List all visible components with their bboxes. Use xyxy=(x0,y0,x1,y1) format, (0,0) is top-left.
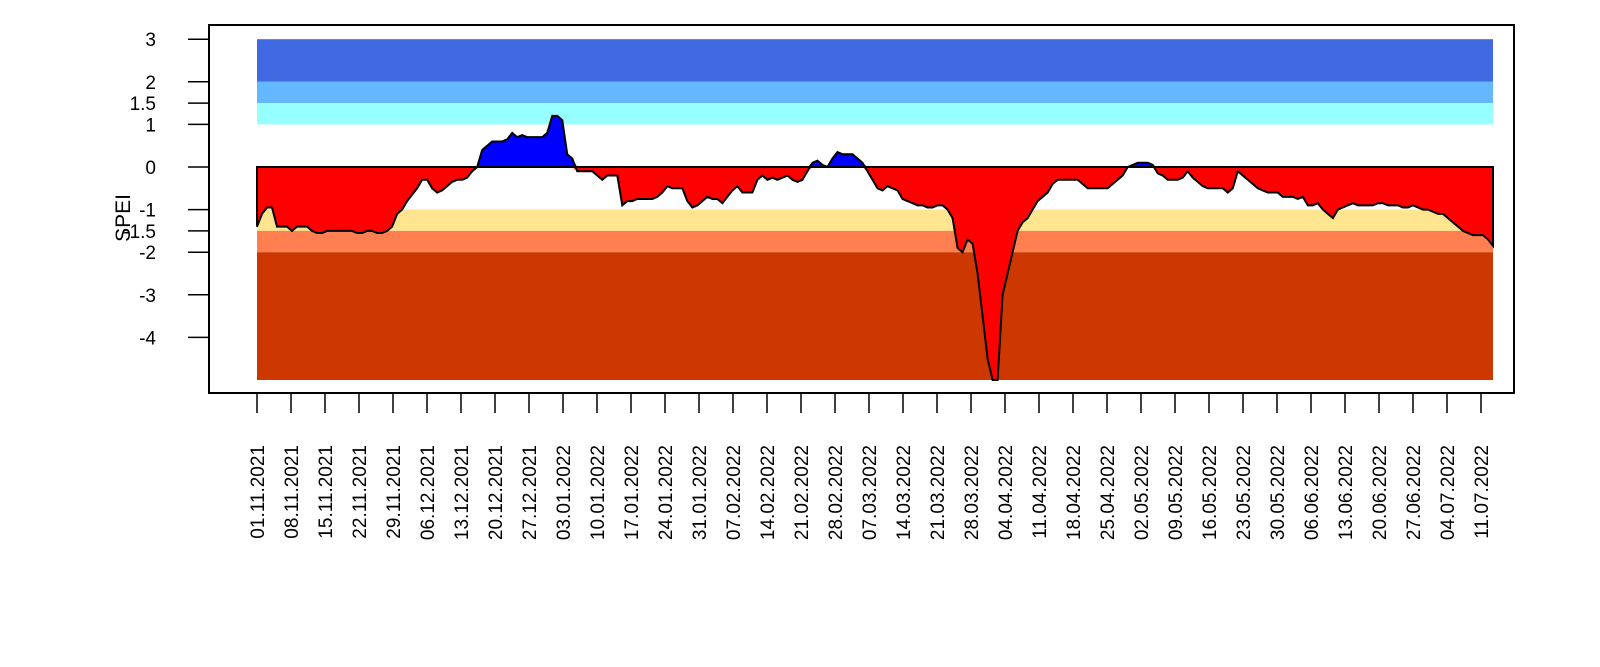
x-tick-label: 17.01.2022 xyxy=(622,445,643,540)
x-tick-label: 09.05.2022 xyxy=(1166,445,1187,540)
x-tick-label: 30.05.2022 xyxy=(1268,445,1289,540)
x-tick-label: 07.02.2022 xyxy=(724,445,745,540)
y-tick-label: -1.5 xyxy=(123,222,156,243)
x-tick-label: 07.03.2022 xyxy=(860,445,881,540)
y-tick-label: 1.5 xyxy=(130,94,156,115)
classification-bands xyxy=(257,39,1493,380)
x-tick-label: 28.03.2022 xyxy=(962,445,983,540)
y-tick-label: -3 xyxy=(139,286,156,307)
spei-area xyxy=(256,114,1494,381)
y-tick-label: 1 xyxy=(145,115,156,136)
x-tick-label: 10.01.2022 xyxy=(588,445,609,540)
spei-line xyxy=(256,114,1494,381)
x-tick-label: 13.12.2021 xyxy=(452,445,473,540)
x-tick-label: 01.11.2021 xyxy=(248,445,269,539)
y-tick-label: 3 xyxy=(145,30,156,51)
y-tick-label: 0 xyxy=(145,158,156,179)
band-5 xyxy=(257,252,1493,380)
x-tick-label: 31.01.2022 xyxy=(690,445,711,540)
plot-frame xyxy=(208,24,1515,394)
x-tick-label: 11.04.2022 xyxy=(1030,445,1051,539)
x-tick-label: 20.12.2021 xyxy=(486,445,507,540)
x-tick-label: 24.01.2022 xyxy=(656,445,677,540)
x-tick-label: 22.11.2021 xyxy=(350,445,371,539)
x-tick-label: 18.04.2022 xyxy=(1064,445,1085,540)
x-tick-label: 15.11.2021 xyxy=(316,445,337,539)
x-axis: 01.11.2021 08.11.2021 15.11.2021 22.11.2021… xyxy=(248,392,1493,540)
x-tick-label: 08.11.2021 xyxy=(282,445,303,539)
x-tick-label: 06.12.2021 xyxy=(418,445,439,540)
x-tick-label: 21.02.2022 xyxy=(792,445,813,540)
x-tick-label: 11.07.2022 xyxy=(1472,445,1493,539)
x-tick-label: 14.02.2022 xyxy=(758,445,779,540)
x-tick-label: 02.05.2022 xyxy=(1132,445,1153,540)
positive-area xyxy=(257,115,1493,167)
x-tick-label: 16.05.2022 xyxy=(1200,445,1221,540)
y-axis-title: SPEI xyxy=(112,194,135,242)
band-1 xyxy=(257,81,1493,104)
x-tick-label: 29.11.2021 xyxy=(384,445,405,539)
band-3 xyxy=(257,209,1493,231)
x-tick-label: 28.02.2022 xyxy=(826,445,847,540)
y-tick-label: -1 xyxy=(139,201,156,222)
x-tick-label: 21.03.2022 xyxy=(928,445,949,540)
y-tick-label: -2 xyxy=(139,243,156,264)
x-tick-label: 23.05.2022 xyxy=(1234,445,1255,540)
x-tick-label: 04.04.2022 xyxy=(996,445,1017,540)
y-tick-label: -4 xyxy=(139,328,156,349)
x-tick-label: 27.12.2021 xyxy=(520,445,541,540)
band-0 xyxy=(257,39,1493,82)
band-2 xyxy=(257,103,1493,125)
x-tick-label: 20.06.2022 xyxy=(1370,445,1391,540)
y-tick-label: 2 xyxy=(145,73,156,94)
x-tick-label: 25.04.2022 xyxy=(1098,445,1119,540)
x-tick-label: 04.07.2022 xyxy=(1438,445,1459,540)
x-tick-label: 13.06.2022 xyxy=(1336,445,1357,540)
x-tick-label: 14.03.2022 xyxy=(894,445,915,540)
x-tick-label: 03.01.2022 xyxy=(554,445,575,540)
x-tick-label: 27.06.2022 xyxy=(1404,445,1425,540)
x-tick-label: 06.06.2022 xyxy=(1302,445,1323,540)
y-axis: 3 21.51 0 -1-1.5-2 -3 -4 xyxy=(123,30,209,349)
negative-area xyxy=(257,167,1493,380)
band-4 xyxy=(257,230,1493,253)
